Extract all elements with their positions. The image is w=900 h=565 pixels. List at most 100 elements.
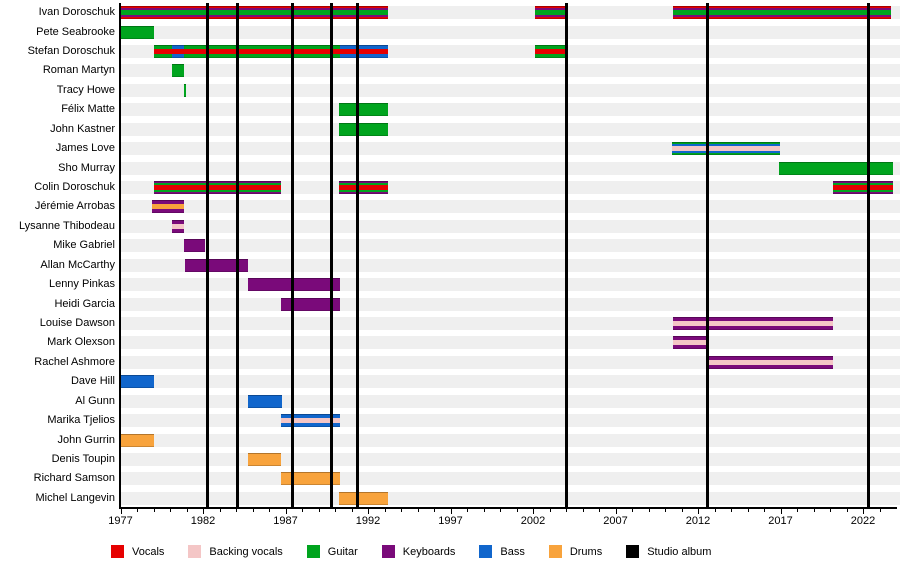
member-label: Richard Samson [33,472,115,485]
timeline-bar [151,200,185,214]
timeline-bar [673,6,892,20]
timeline-bar [153,181,281,195]
legend-swatch-studio-album [626,545,640,558]
x-minor-tick [318,509,320,512]
timeline-bar [120,433,154,447]
x-minor-tick [335,509,336,512]
x-minor-tick [648,509,650,512]
x-major-tick [368,509,369,514]
studio-album-line [330,3,334,508]
timeline-bar [184,239,205,253]
timeline-bar [778,161,893,175]
member-label: Sho Murray [58,161,115,174]
legend-label: Studio album [647,545,712,558]
member-row-band [120,25,900,39]
x-minor-tick [566,509,567,512]
x-minor-tick [846,509,848,512]
x-minor-tick [170,509,171,512]
member-label: James Love [55,142,115,155]
member-label: Allan McCarthy [40,258,115,271]
bar-stripe-backing-vocals [671,146,781,151]
bar-stripe-vocals [833,185,893,190]
timeline-bar [339,103,388,117]
member-label: Dave Hill [70,375,115,388]
x-tick-label: 1982 [190,515,216,527]
x-minor-tick [764,509,765,512]
x-minor-tick [549,509,551,512]
x-minor-tick [681,509,683,512]
bar-stripe-guitar [534,10,566,15]
x-tick-label: 2022 [850,515,876,527]
timeline-bar [673,336,708,350]
x-minor-tick [516,509,518,512]
legend-item-vocals: Vocals [111,545,164,558]
member-row-band [120,161,900,175]
member-row-band [120,83,900,97]
timeline-bar [339,181,388,195]
member-label: Louise Dawson [39,316,115,329]
y-axis-line [119,3,121,508]
legend-label: Vocals [132,545,165,558]
bar-stripe-guitar [120,10,388,15]
bar-stripe-vocals [339,185,388,190]
timeline-bar [671,142,781,156]
x-major-tick [120,509,122,514]
legend-swatch-backing-vocals [188,545,202,558]
legend-label: Keyboards [402,545,456,558]
timeline-bar [184,83,187,97]
member-row-band [120,239,900,253]
bar-stripe-guitar [673,10,892,15]
legend-swatch-keyboards [381,545,395,558]
timeline-bar [833,181,893,195]
member-row-band [120,375,900,389]
timeline-bar [153,45,172,59]
x-minor-tick [483,509,485,512]
timeline-bar [673,316,834,330]
member-row-band [120,219,900,233]
member-label: Jérémie Arrobas [34,200,115,213]
timeline-bar [247,452,281,466]
member-row-band [120,258,900,272]
member-row-band [120,433,900,447]
studio-album-line [291,3,295,508]
timeline-bar [171,219,185,233]
x-minor-tick [467,509,468,512]
member-label: Heidi Garcia [54,297,115,310]
timeline-bar [171,45,185,59]
member-label: Lenny Pinkas [48,278,115,291]
x-tick-label: 2007 [603,515,628,527]
legend-item-keyboards: Keyboards [381,545,456,558]
legend-item-bass: Bass [479,545,525,558]
x-tick-label: 2012 [685,515,711,527]
timeline-bar [534,6,566,20]
x-minor-tick [401,509,402,512]
timeline-bar [171,64,185,78]
member-label: Al Gunn [75,394,115,407]
member-label: Félix Matte [61,103,115,116]
legend-item-drums: Drums [548,545,603,558]
studio-album-line [205,3,209,508]
bar-stripe-vocals [153,185,281,190]
bar-stripe-vocals [534,49,566,55]
timeline-bar [280,472,340,486]
studio-album-line [236,3,240,508]
x-minor-tick [500,509,501,512]
legend-label: Guitar [327,545,358,558]
legend-item-backing-vocals: Backing vocals [188,545,283,558]
bar-stripe-drums [151,204,185,210]
member-label: Tracy Howe [56,83,115,96]
x-minor-tick [731,509,732,512]
x-major-tick [863,509,864,514]
legend-item-studio-album: Studio album [626,545,711,558]
bar-stripe-backing-vocals [706,359,834,365]
x-minor-tick [813,509,815,512]
timeline-bar [184,258,248,272]
x-axis-baseline [119,507,897,509]
timeline-bar [120,375,154,389]
bar-stripe-backing-vocals [171,223,185,229]
x-minor-tick [830,509,831,512]
member-label: Ivan Doroschuk [38,6,115,19]
legend-label: Drums [569,545,603,558]
member-row-band [120,491,900,505]
